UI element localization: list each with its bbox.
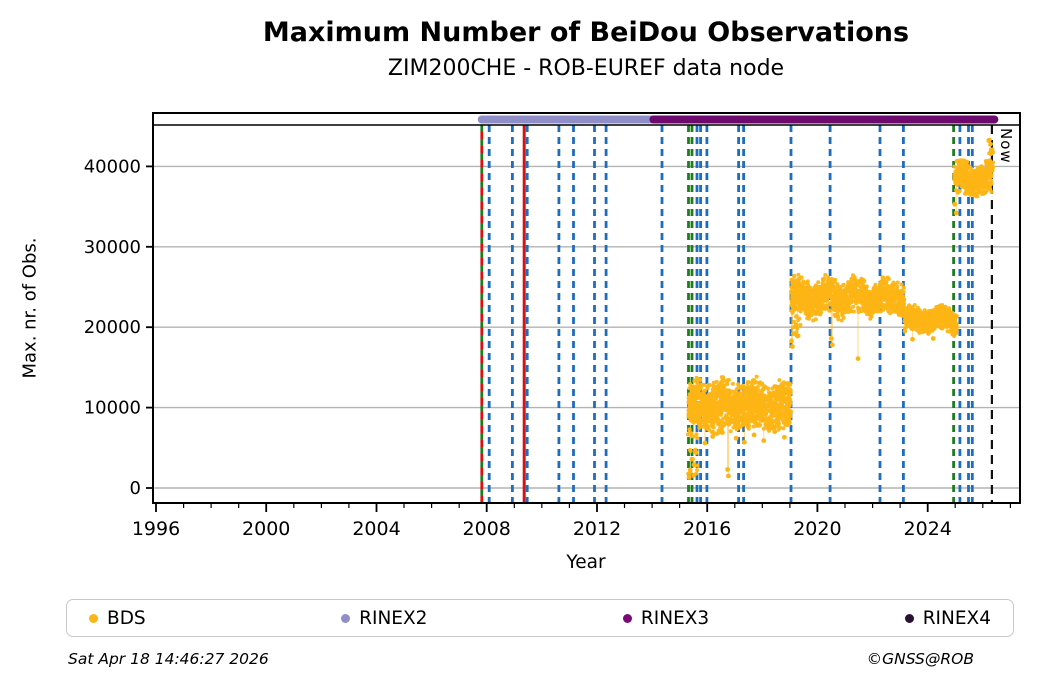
x-tick-label: 2004 bbox=[352, 518, 400, 540]
bds-outlier-point bbox=[742, 439, 747, 445]
legend: BDS RINEX2 RINEX3 RINEX4 bbox=[66, 599, 1014, 637]
rinex3-marker-icon bbox=[622, 613, 632, 623]
x-axis-label: Year bbox=[566, 552, 606, 573]
y-tick-label: 40000 bbox=[84, 156, 141, 177]
bds-outlier-point bbox=[733, 435, 739, 441]
x-tick-label: 2016 bbox=[683, 518, 731, 540]
chart-title: Maximum Number of BeiDou Observations bbox=[262, 17, 910, 48]
bds-outlier-point bbox=[829, 342, 835, 348]
bds-outlier-point bbox=[952, 201, 958, 207]
x-tick-label: 2012 bbox=[573, 518, 621, 540]
bds-outlier-point bbox=[710, 434, 716, 439]
y-axis-label: Max. nr. of Obs. bbox=[19, 237, 41, 379]
bds-outlier-point bbox=[702, 440, 708, 446]
rinex2-marker-icon bbox=[341, 613, 351, 623]
y-tick-label: 30000 bbox=[84, 237, 141, 258]
bds-outlier-point bbox=[720, 430, 725, 435]
bds-outlier-point bbox=[791, 331, 796, 336]
legend-label-rinex2: RINEX2 bbox=[359, 607, 428, 629]
bds-outlier-point bbox=[930, 336, 936, 341]
gridlines bbox=[153, 165, 1020, 489]
bds-outlier-point bbox=[789, 338, 794, 344]
bds-outlier-point bbox=[953, 210, 959, 216]
legend-item-bds: BDS bbox=[89, 608, 146, 629]
legend-label-rinex3: RINEX3 bbox=[640, 607, 710, 629]
bds-outlier-point bbox=[793, 324, 798, 329]
bds-outlier-point bbox=[782, 434, 787, 440]
bds-marker-icon bbox=[89, 613, 98, 623]
rinex4-marker-icon bbox=[904, 613, 914, 623]
bds-points bbox=[685, 137, 996, 480]
bds-outlier-point bbox=[687, 467, 693, 473]
y-tick-label: 10000 bbox=[84, 398, 141, 419]
bds-outlier-point bbox=[725, 467, 730, 472]
chart-subtitle: ZIM200CHE - ROB-EUREF data node bbox=[387, 56, 785, 81]
bds-outlier-point bbox=[828, 336, 834, 341]
bds-outlier-point bbox=[855, 356, 861, 361]
bds-outlier-point bbox=[761, 438, 767, 443]
x-tick-label: 2020 bbox=[793, 518, 841, 540]
axis-ticks-and-labels: 1996 2000 2004 2008 2012 2016 2020 2024 0 10000 20… bbox=[84, 156, 1012, 540]
y-tick-label: 0 bbox=[130, 478, 141, 499]
plot-canvas: 1996 2000 2004 2008 2012 2016 2020 2024 0 10000 20… bbox=[84, 112, 1021, 540]
bds-outlier-point bbox=[693, 450, 699, 455]
bds-outlier-point bbox=[790, 344, 795, 349]
legend-label-bds: BDS bbox=[107, 607, 146, 629]
x-tick-label: 2000 bbox=[242, 518, 290, 540]
legend-item-rinex4: RINEX4 bbox=[904, 607, 991, 629]
bds-outlier-point bbox=[691, 462, 697, 468]
legend-item-rinex3: RINEX3 bbox=[622, 607, 710, 629]
frame-rect bbox=[152, 112, 1021, 504]
legend-item-rinex2: RINEX2 bbox=[341, 608, 427, 629]
bds-outlier-point bbox=[910, 336, 915, 342]
bds-outlier-point bbox=[686, 475, 692, 480]
legend-label-rinex4: RINEX4 bbox=[922, 607, 991, 629]
x-tick-label: 2024 bbox=[904, 518, 952, 540]
plot-frame bbox=[152, 112, 1021, 504]
bds-outlier-point bbox=[751, 432, 757, 438]
now-annotation: Now bbox=[997, 128, 1015, 164]
x-tick-label: 1996 bbox=[132, 518, 180, 540]
bds-outlier-point bbox=[689, 456, 695, 462]
y-tick-label: 20000 bbox=[84, 317, 141, 338]
bds-outlier-point bbox=[795, 333, 800, 339]
x-tick-label: 2008 bbox=[463, 518, 511, 540]
copyright: ©GNSS@ROB bbox=[866, 650, 974, 668]
bds-outlier-point bbox=[726, 473, 731, 479]
bds-outlier-point bbox=[772, 429, 778, 435]
timestamp: Sat Apr 18 14:46:27 2026 bbox=[68, 650, 269, 668]
